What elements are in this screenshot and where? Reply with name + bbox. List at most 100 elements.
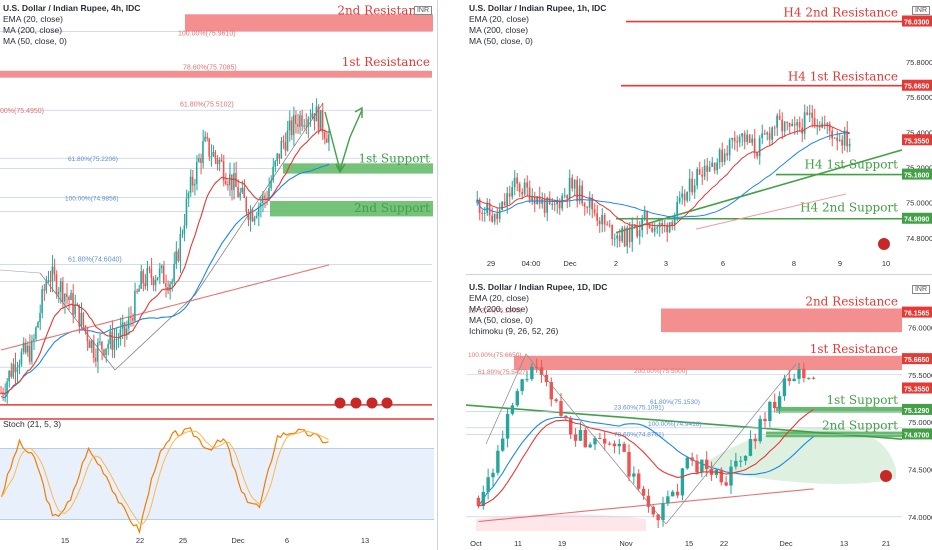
candle bbox=[121, 322, 124, 329]
indicator-label: MA (50, close, 0) bbox=[3, 36, 67, 46]
candle bbox=[501, 438, 505, 451]
candle bbox=[523, 182, 526, 195]
chart-svg-4h[interactable]: 2nd Resistance 1st Resistance 1st Support 2… bbox=[0, 0, 434, 415]
candle bbox=[216, 158, 219, 165]
time-tick-label: 21 bbox=[882, 539, 890, 548]
candle bbox=[530, 366, 534, 380]
candle bbox=[152, 278, 155, 286]
time-tick-label: 3 bbox=[664, 259, 668, 268]
candle bbox=[132, 317, 134, 321]
level-label-1st-resistance: 1st Resistance bbox=[810, 342, 898, 356]
candle bbox=[801, 127, 803, 134]
chart-svg-stoch[interactable]: 80.0060.0040.0020.0091.96152225Dec613 bbox=[0, 417, 434, 550]
candle bbox=[539, 367, 544, 375]
candle bbox=[224, 180, 227, 185]
candle bbox=[836, 137, 838, 141]
candle bbox=[160, 265, 163, 269]
candle bbox=[214, 152, 217, 159]
candle bbox=[578, 429, 583, 441]
candle bbox=[695, 460, 699, 473]
candle bbox=[257, 206, 260, 217]
time-tick-label: Nov bbox=[619, 539, 633, 548]
candle bbox=[843, 130, 846, 146]
candle bbox=[748, 438, 753, 456]
candle bbox=[848, 144, 851, 147]
price-tick-label: 75.4000 bbox=[906, 128, 932, 137]
candle bbox=[59, 281, 62, 292]
candle bbox=[763, 418, 767, 422]
flag-icon bbox=[334, 397, 346, 409]
candle bbox=[698, 169, 701, 175]
candle bbox=[675, 491, 680, 496]
candle bbox=[700, 459, 704, 473]
candle bbox=[811, 112, 813, 118]
time-tick-label: 13 bbox=[361, 536, 369, 545]
candle bbox=[653, 227, 656, 232]
candle bbox=[508, 193, 511, 197]
chart-panel-1d[interactable]: U.S. Dollar / Indian Rupee, 1D, IDC EMA … bbox=[466, 279, 932, 550]
candle bbox=[622, 443, 626, 452]
level-label-1st-support: 1st Support bbox=[358, 151, 430, 165]
candle bbox=[301, 115, 303, 127]
candle bbox=[94, 357, 97, 362]
candle bbox=[206, 136, 208, 139]
candle bbox=[158, 268, 161, 278]
candle bbox=[753, 138, 756, 153]
candle bbox=[603, 438, 607, 444]
candle bbox=[189, 176, 192, 193]
stoch-title: Stoch (21, 5, 3) bbox=[3, 419, 62, 429]
candle bbox=[596, 213, 598, 221]
time-tick-label: 6 bbox=[285, 536, 289, 545]
price-tick-label: 76.0000 bbox=[908, 323, 932, 332]
candle bbox=[476, 199, 478, 203]
fib-label: 61.80%(75.1530) bbox=[650, 399, 700, 406]
candle bbox=[165, 283, 167, 287]
price-2nd-support-tag bbox=[902, 428, 932, 440]
candle bbox=[736, 141, 738, 143]
indicator-label: MA (50, close, 0) bbox=[469, 36, 533, 46]
level-label-h4-2nd-resistance: H4 2nd Resistance bbox=[783, 6, 898, 20]
chart-panel-1h[interactable]: U.S. Dollar / Indian Rupee, 1h, IDC EMA … bbox=[466, 0, 932, 271]
candle bbox=[588, 197, 591, 208]
candle bbox=[778, 115, 781, 120]
candle bbox=[768, 132, 771, 140]
time-tick-label: 22 bbox=[720, 539, 728, 548]
candle bbox=[792, 378, 796, 382]
stochastic-panel[interactable]: Stoch (21, 5, 3) 80.0060.0040.0020.0091.… bbox=[0, 417, 434, 550]
price-tick-label: 75.0000 bbox=[908, 418, 932, 427]
candle bbox=[569, 418, 573, 435]
candle bbox=[782, 378, 787, 397]
candle bbox=[668, 222, 671, 233]
candle bbox=[563, 195, 566, 197]
candle bbox=[496, 213, 498, 219]
candle bbox=[61, 281, 64, 302]
candle bbox=[231, 174, 233, 191]
candle bbox=[726, 153, 728, 156]
candle bbox=[691, 178, 693, 193]
candle bbox=[47, 280, 49, 282]
candle bbox=[30, 340, 33, 362]
candle bbox=[247, 212, 250, 221]
candle bbox=[701, 174, 703, 177]
chart-svg-1d[interactable]: 2nd Resistance 1st Resistance 1st Support 2… bbox=[466, 279, 932, 550]
candle bbox=[723, 153, 726, 162]
candle bbox=[88, 341, 91, 349]
time-tick-label: 22 bbox=[136, 536, 144, 545]
stoch-k-line bbox=[0, 426, 329, 535]
chart-panel-4h[interactable]: U.S. Dollar / Indian Rupee, 4h, IDC EMA … bbox=[0, 0, 434, 415]
candle bbox=[706, 165, 708, 172]
candle bbox=[39, 312, 41, 323]
candle bbox=[481, 212, 483, 214]
candle bbox=[791, 123, 793, 127]
candle bbox=[125, 328, 128, 336]
candle bbox=[70, 292, 72, 301]
candle bbox=[583, 429, 587, 448]
candle bbox=[491, 215, 493, 222]
candle bbox=[181, 233, 184, 235]
candle bbox=[233, 173, 235, 191]
candle bbox=[554, 399, 558, 402]
fib-label: 78.60%(74.8701) bbox=[614, 431, 664, 438]
candle bbox=[802, 368, 806, 379]
candle bbox=[24, 342, 27, 353]
